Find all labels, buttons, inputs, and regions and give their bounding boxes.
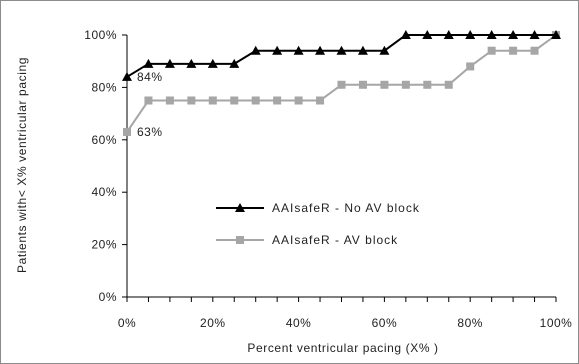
y-tick-label: 0% xyxy=(99,290,117,304)
data-annotation: 63% xyxy=(137,125,163,139)
data-point-no-av-block xyxy=(508,30,519,39)
x-tick-label: 80% xyxy=(457,316,483,330)
data-point-av-block xyxy=(208,96,217,105)
y-axis-title: Patients with< X% ventricular pacing xyxy=(15,57,29,273)
data-annotation: 84% xyxy=(137,70,163,84)
data-point-av-block xyxy=(487,46,496,55)
data-point-av-block xyxy=(316,96,325,105)
legend-label-av-block: AAIsafeR - AV block xyxy=(272,233,398,247)
legend-marker-no-av-block xyxy=(235,203,245,212)
data-point-no-av-block xyxy=(422,30,433,39)
data-point-no-av-block xyxy=(379,45,390,55)
data-point-no-av-block xyxy=(465,30,476,39)
data-point-no-av-block xyxy=(143,58,154,68)
data-point-no-av-block xyxy=(357,45,368,55)
data-point-av-block xyxy=(444,80,453,89)
data-point-av-block xyxy=(358,80,367,89)
data-point-no-av-block xyxy=(336,45,347,55)
data-point-no-av-block xyxy=(250,45,261,55)
x-axis-title: Percent ventricular pacing (X% ) xyxy=(247,341,438,355)
data-point-no-av-block xyxy=(400,30,411,39)
data-point-av-block xyxy=(530,46,539,55)
y-tick-label: 100% xyxy=(84,28,117,42)
data-point-av-block xyxy=(187,96,196,105)
data-point-no-av-block xyxy=(186,58,197,68)
data-point-no-av-block xyxy=(551,30,561,39)
data-point-no-av-block xyxy=(529,30,540,39)
data-point-no-av-block xyxy=(443,30,454,39)
data-point-av-block xyxy=(251,96,260,105)
data-point-av-block xyxy=(165,96,174,105)
data-point-av-block xyxy=(423,80,432,89)
data-point-av-block xyxy=(509,46,518,55)
x-tick-label: 0% xyxy=(118,316,136,330)
data-point-av-block xyxy=(144,96,153,105)
data-point-av-block xyxy=(466,62,475,71)
y-tick-label: 60% xyxy=(91,133,117,147)
data-point-no-av-block xyxy=(272,45,283,55)
legend-label-no-av-block: AAIsafeR - No AV block xyxy=(272,201,420,215)
x-tick-label: 60% xyxy=(372,316,398,330)
series-layer xyxy=(122,30,561,136)
annotation-layer: 84% 63% xyxy=(137,70,163,139)
x-tick-label: 20% xyxy=(200,316,226,330)
data-point-no-av-block xyxy=(122,71,132,81)
data-point-av-block xyxy=(273,96,282,105)
data-point-av-block xyxy=(401,80,410,89)
data-point-av-block xyxy=(380,80,389,89)
data-point-av-block xyxy=(230,96,239,105)
data-point-no-av-block xyxy=(164,58,175,68)
legend-marker-av-block xyxy=(236,236,244,244)
y-tick-label: 80% xyxy=(91,80,117,94)
data-point-no-av-block xyxy=(207,58,218,68)
x-tick-label: 40% xyxy=(286,316,312,330)
data-point-no-av-block xyxy=(293,45,304,55)
series-line-no-av-block xyxy=(126,34,556,78)
axes: 0% 20% 40% 60% 80% 100% 0% 20% 40% 60% 80% 100% xyxy=(84,28,572,330)
data-point-av-block xyxy=(123,127,131,136)
x-tick-label: 100% xyxy=(540,316,573,330)
legend: AAIsafeR - No AV block AAIsafeR - AV bloc… xyxy=(216,201,420,247)
data-point-av-block xyxy=(294,96,303,105)
y-tick-label: 40% xyxy=(91,185,117,199)
data-point-no-av-block xyxy=(486,30,497,39)
data-point-av-block xyxy=(337,80,346,89)
data-point-no-av-block xyxy=(229,58,240,68)
data-point-no-av-block xyxy=(315,45,326,55)
y-tick-label: 20% xyxy=(91,238,117,252)
